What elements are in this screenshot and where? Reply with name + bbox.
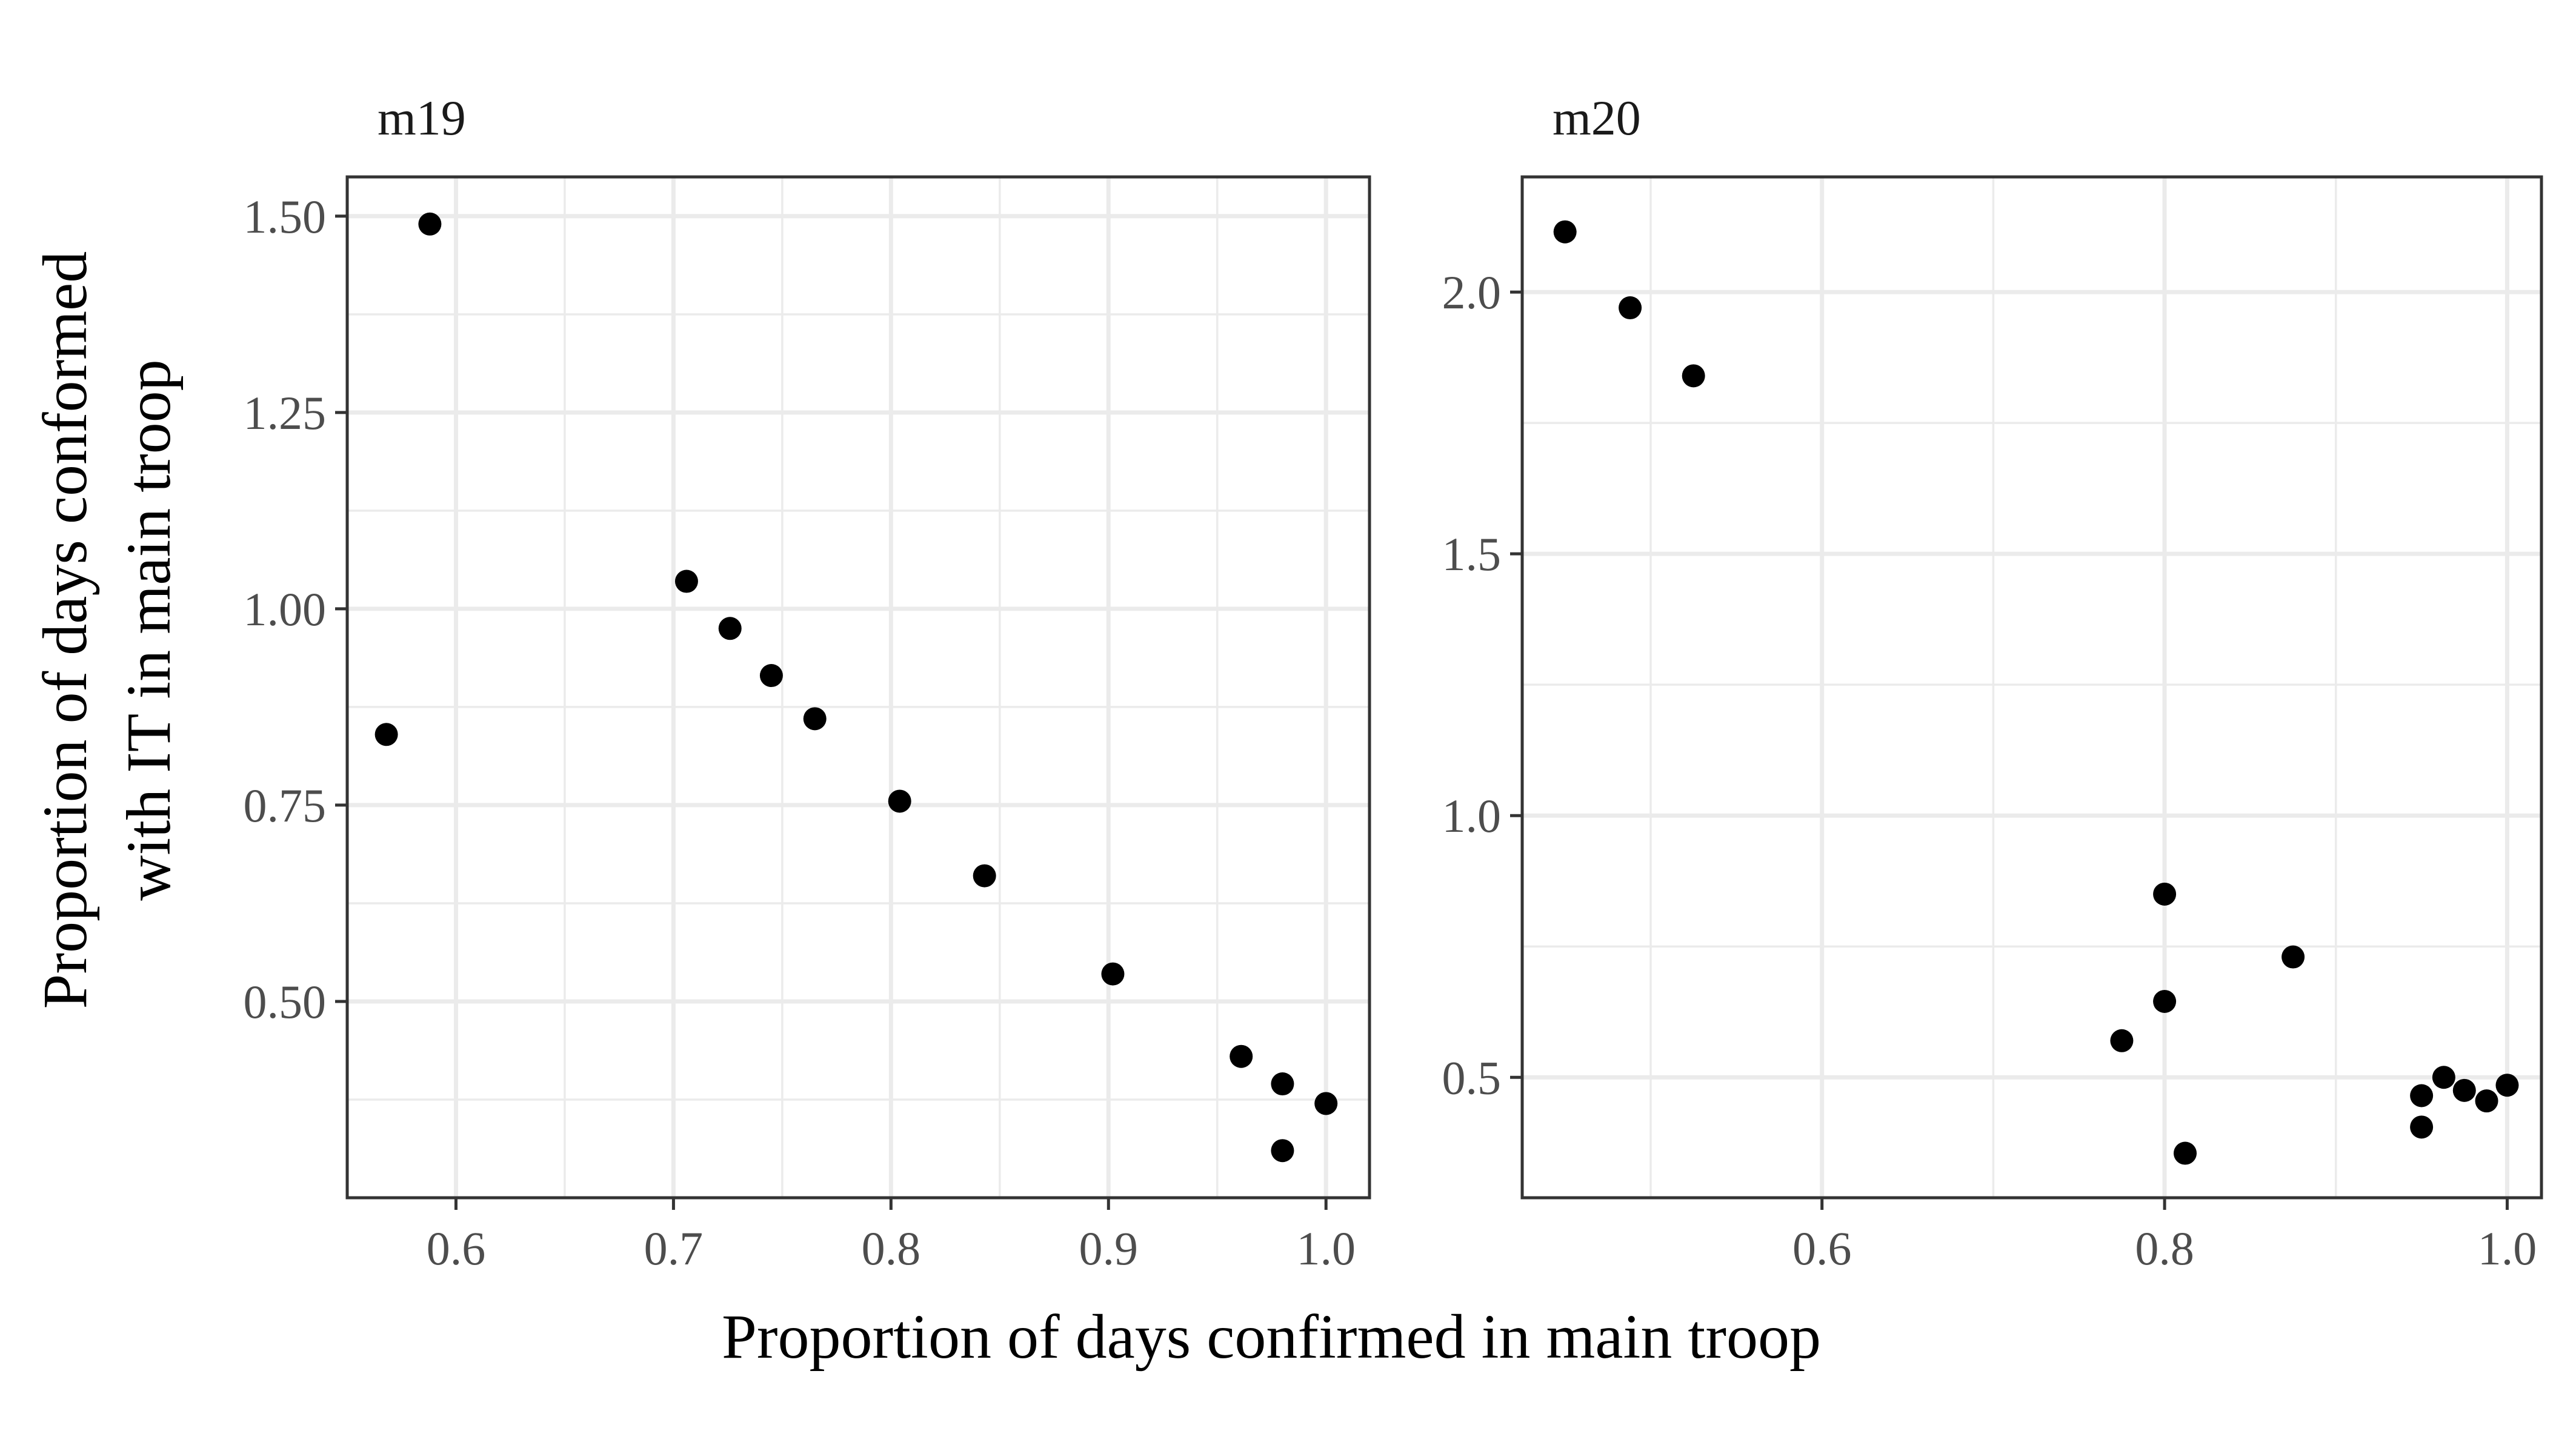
y-axis-title: Proportion of days conformed with IT in … [30, 251, 184, 1009]
y-axis-title-line-1: Proportion of days conformed [30, 251, 100, 1009]
x-tick-label: 0.9 [1079, 1222, 1139, 1275]
data-point [718, 617, 742, 640]
y-tick-label: 0.5 [1442, 1051, 1502, 1104]
data-point [2174, 1141, 2197, 1165]
data-point [2153, 989, 2177, 1013]
panels-layer: m19 0.6 0.7 0.8 0.9 1.0 0.50 0.75 1.00 1.25 1.50 m2… [244, 90, 2543, 1275]
panel-m20: m20 0.6 0.8 1.0 0.5 1.0 1.5 2.0 [1442, 90, 2543, 1275]
data-point [1682, 364, 1705, 388]
data-point [2110, 1029, 2134, 1052]
data-point [1230, 1044, 1253, 1068]
data-point [2475, 1089, 2498, 1113]
data-point [1553, 220, 1577, 244]
data-point [1619, 296, 1642, 320]
data-point [2410, 1115, 2434, 1139]
panel-m19: m19 0.6 0.7 0.8 0.9 1.0 0.50 0.75 1.00 1.25 1.50 [244, 90, 1371, 1275]
y-tick-label: 1.25 [244, 387, 327, 439]
data-point [973, 864, 996, 888]
data-point [374, 723, 398, 746]
x-tick-label: 1.0 [2478, 1222, 2537, 1275]
data-point [1314, 1092, 1338, 1115]
data-point [2153, 882, 2177, 906]
data-point [2452, 1078, 2476, 1102]
data-point [888, 789, 911, 813]
data-point [2281, 945, 2305, 969]
panel-border [1520, 175, 2543, 1200]
x-axis-title: Proportion of days confirmed in main tro… [722, 1302, 1821, 1372]
data-point [418, 212, 442, 236]
data-point [674, 569, 698, 593]
y-tick-label: 0.50 [244, 975, 327, 1028]
data-point [2495, 1074, 2519, 1097]
data-point [1271, 1139, 1294, 1163]
y-tick-label: 1.0 [1442, 789, 1502, 842]
x-tick-label: 0.6 [427, 1222, 486, 1275]
y-tick-label: 1.00 [244, 583, 327, 636]
panel-border [345, 175, 1371, 1200]
panel-label: m19 [378, 90, 466, 145]
panel-label: m20 [1553, 90, 1641, 145]
data-point [2432, 1066, 2455, 1089]
data-point [803, 707, 827, 731]
x-tick-label: 0.7 [644, 1222, 704, 1275]
y-axis-title-line-2: with IT in main troop [114, 359, 184, 901]
y-tick-label: 2.0 [1442, 266, 1502, 319]
data-point [2410, 1084, 2434, 1107]
data-point [1271, 1072, 1294, 1096]
x-tick-label: 0.8 [862, 1222, 921, 1275]
x-tick-label: 0.8 [2135, 1222, 2194, 1275]
y-tick-label: 1.50 [244, 190, 327, 243]
y-tick-label: 1.5 [1442, 528, 1502, 580]
x-tick-label: 1.0 [1296, 1222, 1356, 1275]
data-point [1101, 962, 1125, 986]
data-point [759, 664, 783, 688]
y-tick-label: 0.75 [244, 779, 327, 832]
x-tick-label: 0.6 [1792, 1222, 1852, 1275]
